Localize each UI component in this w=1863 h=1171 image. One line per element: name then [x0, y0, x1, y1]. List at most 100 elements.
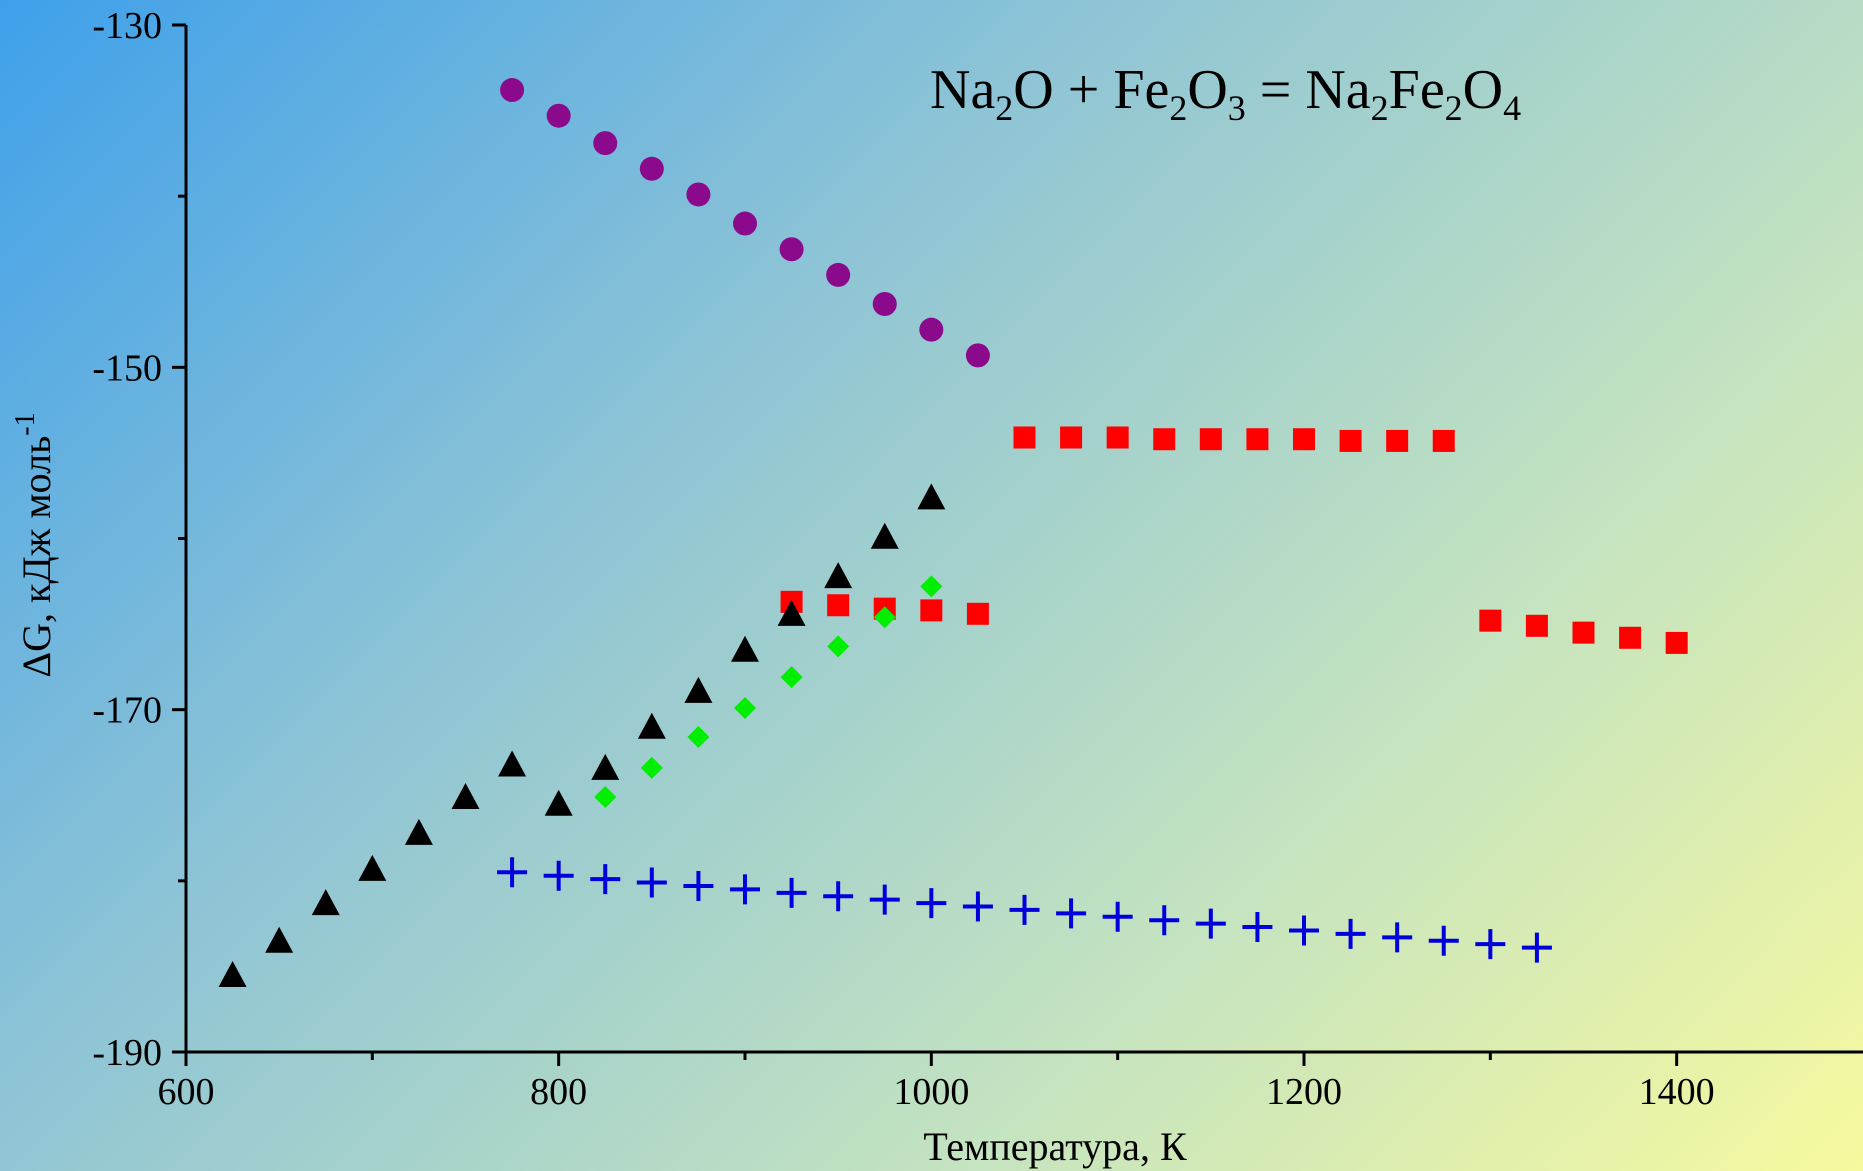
data-point-square: [827, 594, 850, 617]
data-point-triangle: [498, 750, 527, 777]
data-point-triangle: [358, 854, 387, 881]
data-point-plus: [1289, 915, 1319, 946]
data-point-square: [1153, 428, 1176, 451]
x-tick-label: 1200: [1266, 1071, 1342, 1113]
data-point-diamond: [920, 575, 943, 598]
data-point-plus: [962, 891, 993, 922]
data-point-plus: [776, 877, 807, 908]
chart-title-part: O + Fe: [1013, 59, 1169, 121]
axes: 600 800 1000 1200 1400 -130 -150 -170 -190: [92, 5, 1863, 1113]
chart-title-part: = Na: [1246, 59, 1371, 121]
data-point-plus: [1056, 898, 1087, 929]
data-point-triangle: [731, 635, 759, 662]
y-axis-title: ΔG, кДж моль-1: [10, 412, 59, 677]
y-axis-title-superscript: -1: [10, 412, 41, 435]
data-point-square: [920, 599, 943, 622]
data-point-square: [1339, 429, 1362, 452]
data-point-plus: [730, 874, 760, 905]
x-tick-label: 1400: [1639, 1071, 1715, 1113]
chart-title-part: Na: [930, 59, 995, 121]
data-point-plus: [543, 860, 574, 891]
data-point-plus: [1149, 905, 1180, 936]
chart-title-part: Fe: [1389, 59, 1445, 121]
data-point-square: [1060, 426, 1083, 449]
data-point-triangle: [544, 789, 573, 816]
data-point-square: [1013, 426, 1036, 449]
chart-title-part: 2: [1169, 88, 1187, 128]
x-tick-label: 1000: [893, 1071, 969, 1113]
data-point-circle: [919, 317, 944, 342]
chart-title-part: 4: [1503, 88, 1521, 128]
chart-title-part: O: [1187, 59, 1227, 121]
data-point-triangle: [451, 782, 480, 809]
data-point-plus: [823, 881, 854, 912]
data-point-plus: [1335, 918, 1366, 949]
data-point-square: [1479, 609, 1502, 632]
data-point-plus: [1521, 932, 1552, 963]
data-point-plus: [1475, 929, 1506, 960]
data-point-square: [1432, 429, 1455, 452]
data-point-diamond: [780, 666, 803, 689]
y-tick-label: -150: [92, 347, 162, 389]
data-point-plus: [869, 884, 900, 915]
data-point-square: [1525, 614, 1548, 637]
data-point-square: [1386, 429, 1409, 452]
data-point-triangle: [870, 522, 899, 549]
x-tick-label: 600: [158, 1071, 215, 1113]
chart-title-part: 3: [1228, 88, 1246, 128]
y-tick-label: -170: [92, 690, 162, 732]
data-point-triangle: [265, 926, 294, 953]
data-point-plus: [590, 864, 621, 895]
data-point-circle: [779, 237, 804, 262]
data-point-triangle: [637, 712, 666, 739]
data-point-square: [1246, 428, 1269, 451]
data-point-plus: [497, 857, 528, 888]
data-point-square: [1665, 631, 1688, 654]
data-point-square: [1293, 428, 1315, 451]
data-point-square: [1199, 428, 1222, 451]
data-point-triangle: [684, 676, 713, 703]
chart-title-part: O: [1463, 59, 1503, 121]
data-point-square: [966, 602, 989, 625]
data-point-square: [1106, 426, 1129, 449]
y-tick-label: -190: [92, 1032, 162, 1074]
x-tick-label: 800: [530, 1071, 587, 1113]
data-point-circle: [639, 156, 664, 181]
data-point-triangle: [917, 483, 946, 510]
data-point-diamond: [873, 606, 896, 629]
data-point-square: [1619, 626, 1642, 649]
data-point-plus: [1009, 894, 1040, 925]
data-point-plus: [683, 870, 714, 901]
data-point-circle: [593, 131, 618, 156]
chart-title-part: 2: [1371, 88, 1389, 128]
data-point-circle: [872, 292, 897, 317]
data-point-triangle: [777, 599, 806, 626]
data-point-triangle: [311, 889, 340, 916]
data-point-circle: [733, 211, 757, 236]
data-point-triangle: [591, 753, 620, 780]
data-point-triangle: [218, 960, 247, 987]
chart-title: Na2O + Fe2O3 = Na2Fe2O4: [930, 59, 1521, 128]
data-point-diamond: [687, 726, 710, 749]
data-point-square: [1572, 621, 1595, 644]
data-point-circle: [546, 103, 571, 128]
data-point-plus: [636, 867, 667, 898]
y-tick-label: -130: [92, 5, 162, 47]
data-marks: [218, 78, 1688, 987]
data-point-plus: [1102, 901, 1133, 932]
chart-title-part: 2: [1445, 88, 1463, 128]
data-point-triangle: [824, 562, 853, 589]
data-point-diamond: [640, 756, 663, 779]
y-axis-title-text: ΔG, кДж моль: [14, 436, 59, 678]
x-axis-title: Температура, К: [923, 1124, 1187, 1169]
chart-title-part: 2: [995, 88, 1013, 128]
data-point-triangle: [404, 818, 433, 845]
data-point-circle: [500, 78, 525, 103]
data-point-diamond: [594, 785, 617, 808]
data-point-plus: [1428, 925, 1459, 956]
data-point-circle: [965, 343, 990, 368]
data-point-plus: [1242, 912, 1273, 943]
data-point-plus: [916, 888, 947, 919]
data-point-circle: [686, 182, 711, 207]
